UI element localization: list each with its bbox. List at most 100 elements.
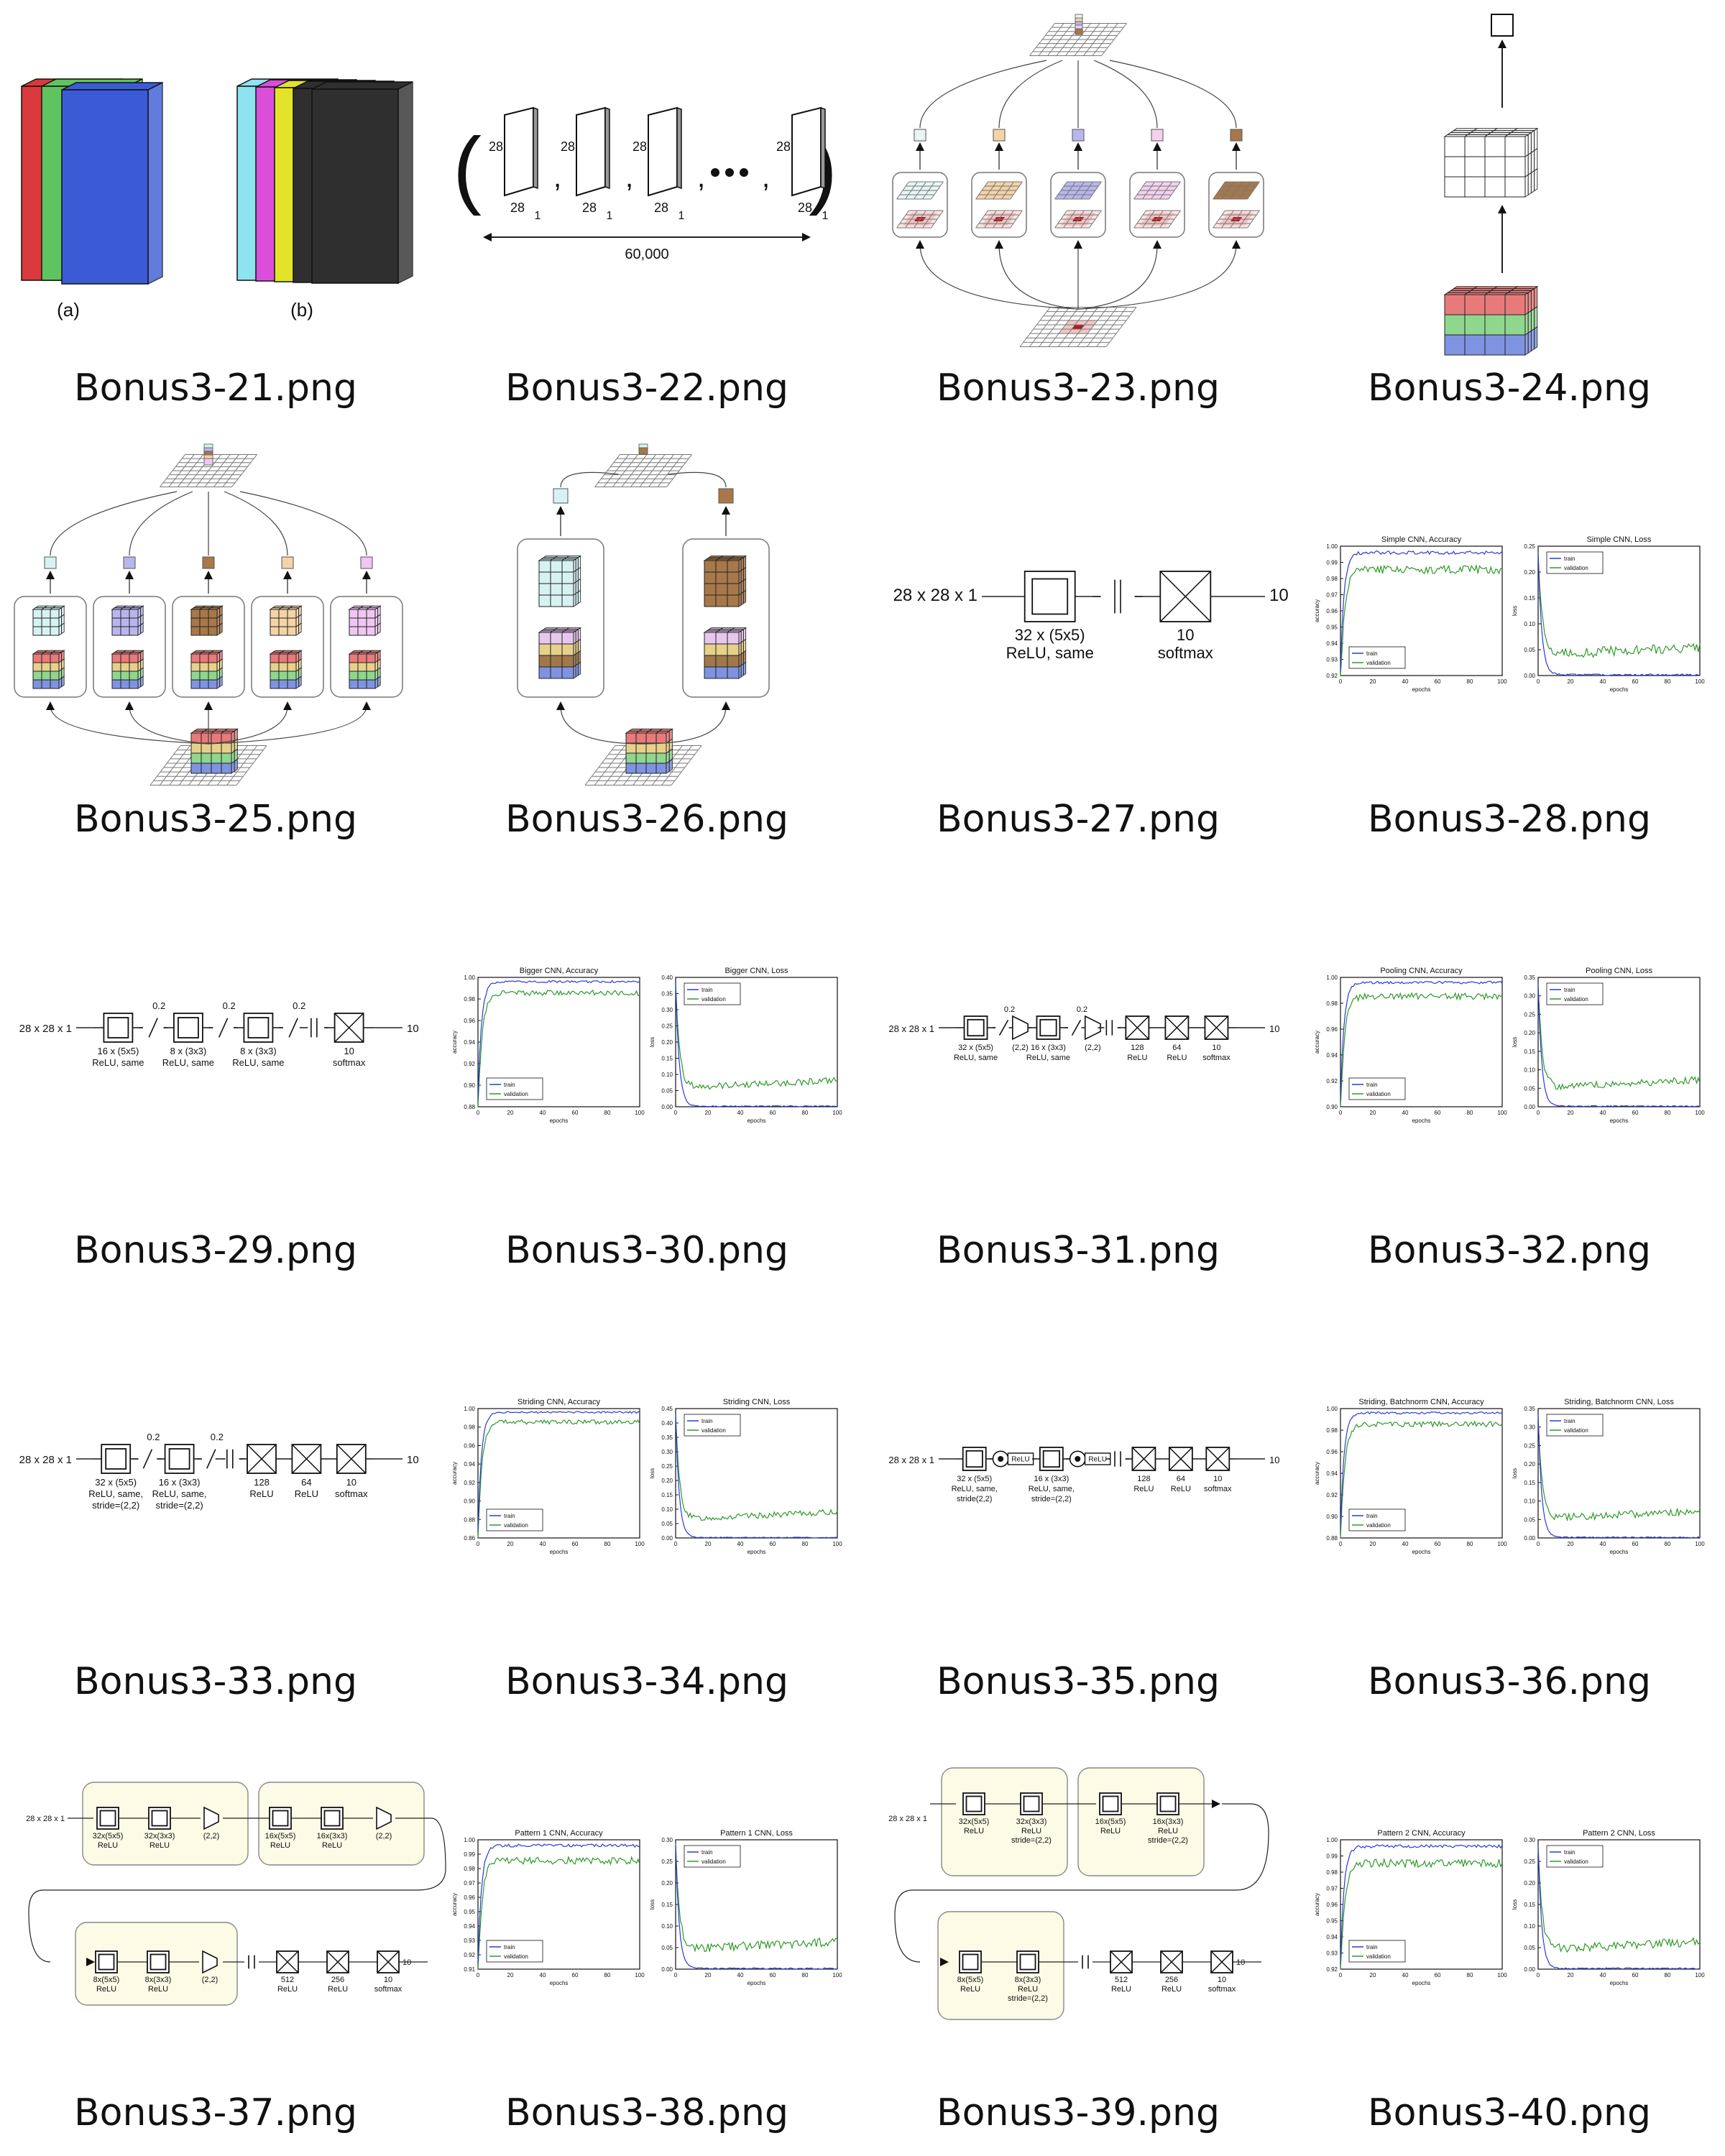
conv-layer-icon xyxy=(1099,1792,1122,1815)
thumbnail-filename[interactable]: Bonus3-21.png xyxy=(73,367,357,410)
x-tick-label: 0 xyxy=(477,1541,480,1547)
panel-label-b: (b) xyxy=(290,299,313,321)
thumbnail-cell[interactable]: 28 x 28 x 1 32x(5x5) ReLU 32x(3x3) ReLU strid… xyxy=(862,1725,1294,2156)
thumbnail-filename[interactable]: Bonus3-26.png xyxy=(505,798,788,841)
thumbnail-cell[interactable]: 28 x 28 x 1 32 x (5x5) ReLU, same 10 softmax… xyxy=(862,431,1294,862)
layer-label: ReLU xyxy=(98,1841,118,1850)
layer-label: 10 xyxy=(344,1046,354,1056)
thumbnail-filename[interactable]: Bonus3-29.png xyxy=(73,1229,357,1272)
x-axis-label: epochs xyxy=(1412,1549,1431,1555)
y-tick-label: 0.99 xyxy=(464,1851,475,1858)
dense-layer-icon xyxy=(1164,1015,1190,1040)
thumbnail-filename[interactable]: Bonus3-40.png xyxy=(1367,2091,1651,2134)
thumbnail-filename[interactable]: Bonus3-30.png xyxy=(505,1229,788,1272)
loss-chart: Pooling CNN, Loss 0.35 0.30 0.25 0.20 0.15 0.1… xyxy=(1512,967,1705,1124)
thumbnail-filename[interactable]: Bonus3-25.png xyxy=(73,798,357,841)
thumbnail-filename[interactable]: Bonus3-38.png xyxy=(505,2091,788,2134)
dropout-layer-icon xyxy=(142,1449,153,1469)
thumbnail-image[interactable]: 28 x 28 x 1 32 x (5x5) ReLU, same 10 softmax… xyxy=(877,438,1289,791)
layer-label: softmax xyxy=(335,1488,368,1499)
validation-series-line xyxy=(1537,555,1701,658)
thumbnail-cell[interactable]: 28 x 28 x 1 32 x (5x5) ReLU, same, stride=(… xyxy=(0,1294,431,1725)
thumbnail-filename[interactable]: Bonus3-34.png xyxy=(505,1660,788,1703)
thumbnail-image[interactable] xyxy=(446,438,848,791)
conv-layer-icon xyxy=(96,1807,119,1830)
thumbnail-cell[interactable]: Pooling CNN, Accuracy 1.00 0.98 0.96 0.94 0.9… xyxy=(1294,862,1725,1294)
x-tick-label: 40 xyxy=(737,1972,744,1978)
y-axis-label: accuracy xyxy=(1314,599,1320,622)
thumbnail-cell[interactable]: Bonus3-24.png xyxy=(1294,0,1725,431)
train-series-line xyxy=(675,983,838,1107)
thumbnail-image[interactable] xyxy=(877,7,1279,359)
input-shape-label: 28 x 28 x 1 xyxy=(893,586,978,605)
x-tick-label: 0 xyxy=(674,1110,678,1116)
thumbnail-figure: (a) (b) xyxy=(21,78,413,321)
input-shape-label: 28 x 28 x 1 xyxy=(26,1815,65,1823)
y-tick-label: 0.30 xyxy=(1524,1837,1535,1843)
layer-label: (2,2) xyxy=(1012,1044,1029,1052)
y-tick-label: 0.92 xyxy=(464,1480,475,1486)
thumbnail-cell[interactable]: Striding, Batchnorm CNN, Accuracy 1.00 0.9… xyxy=(1294,1294,1725,1725)
thumbnail-filename[interactable]: Bonus3-22.png xyxy=(505,367,788,410)
thumbnail-cell[interactable]: 28 x 28 x 1 32x(5x5) ReLU 32x(3x3) ReLU (2,2)… xyxy=(0,1725,446,2156)
y-tick-label: 0.40 xyxy=(661,975,673,981)
layer-label: 10 xyxy=(346,1477,356,1488)
thumbnail-cell[interactable]: Pattern 1 CNN, Accuracy 1.00 0.99 0.98 0.97 0… xyxy=(431,1725,862,2156)
thumbnail-filename[interactable]: Bonus3-39.png xyxy=(936,2091,1220,2134)
thumbnail-image[interactable] xyxy=(14,438,417,791)
thumbnail-image[interactable]: Simple CNN, Accuracy 1.00 0.99 0.98 0.97 0.96… xyxy=(1308,438,1711,791)
thumbnail-filename[interactable]: Bonus3-23.png xyxy=(936,367,1220,410)
thumbnail-cell[interactable]: Bonus3-26.png xyxy=(431,431,862,862)
thumbnail-filename[interactable]: Bonus3-31.png xyxy=(936,1229,1220,1272)
thumbnail-filename[interactable]: Bonus3-27.png xyxy=(936,798,1220,841)
thumbnail-image[interactable]: Pattern 2 CNN, Accuracy 1.00 0.99 0.98 0.97 0… xyxy=(1308,1732,1711,2084)
y-tick-label: 0.98 xyxy=(464,996,475,1003)
thumbnail-filename[interactable]: Bonus3-33.png xyxy=(73,1660,357,1703)
layer-label: ReLU xyxy=(1171,1485,1191,1493)
x-axis-label: epochs xyxy=(550,1549,569,1555)
thumbnail-cell[interactable]: Bonus3-25.png xyxy=(0,431,431,862)
thumbnail-cell[interactable]: Simple CNN, Accuracy 1.00 0.99 0.98 0.97 0.96… xyxy=(1294,431,1725,862)
flow-curve xyxy=(560,705,644,745)
thumbnail-cell[interactable]: (a) (b) Bonus3-21.png xyxy=(0,0,431,431)
thumbnail-image[interactable]: (a) (b) xyxy=(14,7,417,359)
thumbnail-filename[interactable]: Bonus3-36.png xyxy=(1367,1660,1651,1703)
thumbnail-cell[interactable]: 28 x 28 x 1 32 x (5x5) ReLU, same 0.2 (2,2) 1… xyxy=(862,862,1294,1294)
thumbnail-cell[interactable]: 28 x 28 x 1 32 x (5x5) ReLU, same, stride(2… xyxy=(862,1294,1294,1725)
thumbnail-cell[interactable]: Striding CNN, Accuracy 1.00 0.98 0.96 0.94 0.… xyxy=(431,1294,862,1725)
thumbnail-image[interactable]: Striding CNN, Accuracy 1.00 0.98 0.96 0.94 0.… xyxy=(446,1301,848,1653)
thumbnail-filename[interactable]: Bonus3-37.png xyxy=(73,2091,357,2134)
channel-slab-blue xyxy=(61,81,163,285)
thumbnail-filename[interactable]: Bonus3-24.png xyxy=(1367,367,1651,410)
thumbnail-filename[interactable]: Bonus3-32.png xyxy=(1367,1229,1651,1272)
thumbnail-image[interactable]: Bigger CNN, Accuracy 1.00 0.98 0.96 0.94 0.92… xyxy=(446,870,848,1222)
y-tick-label: 0.25 xyxy=(1524,1011,1535,1018)
thumbnail-image[interactable] xyxy=(1308,7,1711,359)
layer-label: softmax xyxy=(333,1057,366,1068)
y-tick-label: 0.92 xyxy=(1326,1966,1338,1973)
thumbnail-image[interactable]: 28 x 28 x 1 32x(5x5) ReLU 32x(3x3) ReLU (2,2)… xyxy=(14,1732,446,2084)
thumbnail-image[interactable]: 28 x 28 x 1 16 x (5x5) ReLU, same 0.2 8 x (3… xyxy=(14,870,419,1222)
thumbnail-image[interactable]: 28 x 28 x 1 32 x (5x5) ReLU, same, stride=(… xyxy=(14,1301,419,1653)
conv-layer-icon xyxy=(147,1950,170,1973)
y-tick-label: 0.40 xyxy=(661,1420,673,1427)
thumbnail-image[interactable]: 28 x 28 x 1 32 x (5x5) ReLU, same 0.2 (2,2) 1… xyxy=(877,870,1279,1222)
thumbnail-image[interactable]: Pooling CNN, Accuracy 1.00 0.98 0.96 0.94 0.9… xyxy=(1308,870,1711,1222)
thumbnail-cell[interactable]: Bigger CNN, Accuracy 1.00 0.98 0.96 0.94 0.92… xyxy=(431,862,862,1294)
thumbnail-cell[interactable]: Bonus3-23.png xyxy=(862,0,1294,431)
thumbnail-image[interactable]: Striding, Batchnorm CNN, Accuracy 1.00 0.9… xyxy=(1308,1301,1711,1653)
dense-layer-icon xyxy=(1210,1950,1233,1973)
thumbnail-image[interactable]: 28 x 28 x 1 32 x (5x5) ReLU, same, stride(2… xyxy=(877,1301,1279,1653)
thumbnail-image[interactable]: Pattern 1 CNN, Accuracy 1.00 0.99 0.98 0.97 0… xyxy=(446,1732,848,2084)
thumbnail-filename[interactable]: Bonus3-28.png xyxy=(1367,798,1651,841)
thumbnail-cell[interactable]: Pattern 2 CNN, Accuracy 1.00 0.99 0.98 0.97 0… xyxy=(1294,1725,1725,2156)
x-tick-label: 0 xyxy=(1339,1110,1343,1116)
thumbnail-figure: Striding, Batchnorm CNN, Accuracy 1.00 0.9… xyxy=(1314,1398,1705,1555)
thumbnail-image[interactable]: 28 x 28 x 1 32x(5x5) ReLU 32x(3x3) ReLU strid… xyxy=(877,1732,1279,2084)
y-tick-label: 0.96 xyxy=(464,1018,475,1024)
thumbnail-filename[interactable]: Bonus3-35.png xyxy=(936,1660,1220,1703)
thumbnail-cell[interactable]: 28 x 28 x 1 16 x (5x5) ReLU, same 0.2 8 x (3… xyxy=(0,862,431,1294)
filter-input-block xyxy=(703,627,748,679)
